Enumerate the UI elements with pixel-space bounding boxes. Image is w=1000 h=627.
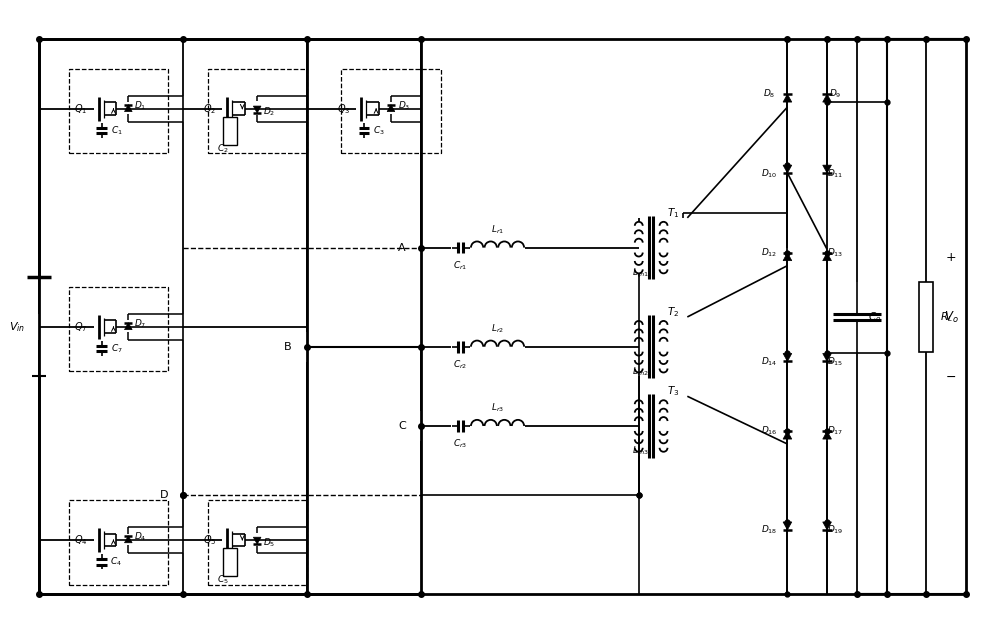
Text: +: + (946, 251, 956, 264)
Polygon shape (783, 94, 792, 102)
Bar (208, 500, 307, 584)
Text: $L_{r2}$: $L_{r2}$ (491, 323, 504, 335)
Polygon shape (387, 105, 395, 112)
Bar (69, 69, 168, 154)
Text: $D_1$: $D_1$ (134, 100, 146, 112)
Text: $Q_3$: $Q_3$ (337, 102, 350, 116)
Text: $D_5$: $D_5$ (263, 537, 275, 549)
Bar (223, 548, 237, 576)
Text: $D_{15}$: $D_{15}$ (827, 356, 843, 368)
Text: $C_{r3}$: $C_{r3}$ (453, 438, 468, 450)
Bar (341, 69, 441, 154)
Text: $D_{13}$: $D_{13}$ (827, 246, 843, 259)
Polygon shape (253, 106, 261, 113)
Text: $D_{11}$: $D_{11}$ (827, 167, 843, 179)
Text: $D_{10}$: $D_{10}$ (761, 167, 778, 179)
Polygon shape (823, 354, 831, 361)
Bar (208, 69, 307, 154)
Text: B: B (284, 342, 292, 352)
Text: $D_8$: $D_8$ (763, 88, 776, 100)
Text: $C_5$: $C_5$ (217, 573, 228, 586)
Text: $L_{m1}$: $L_{m1}$ (632, 266, 649, 278)
Text: $C_{r2}$: $C_{r2}$ (453, 358, 467, 371)
Polygon shape (823, 522, 831, 530)
Text: $Q_2$: $Q_2$ (203, 102, 216, 116)
Text: $L_{r3}$: $L_{r3}$ (491, 402, 504, 414)
Text: $D_9$: $D_9$ (829, 88, 841, 100)
Polygon shape (125, 105, 132, 112)
Polygon shape (823, 431, 831, 439)
Text: $T_3$: $T_3$ (667, 384, 680, 398)
Text: C: C (398, 421, 406, 431)
Text: D: D (159, 490, 168, 500)
Polygon shape (783, 354, 792, 361)
Text: $C_7$: $C_7$ (111, 342, 122, 355)
Text: $Q_1$: $Q_1$ (74, 102, 87, 116)
Polygon shape (823, 94, 831, 102)
Text: $T_1$: $T_1$ (667, 206, 680, 220)
Bar (919, 282, 933, 352)
Text: $D_3$: $D_3$ (398, 100, 410, 112)
Bar (69, 500, 168, 584)
Text: $C_{r1}$: $C_{r1}$ (453, 259, 468, 271)
Polygon shape (125, 536, 132, 543)
Text: $D_{19}$: $D_{19}$ (827, 524, 843, 536)
Polygon shape (823, 253, 831, 261)
Text: $R_L$: $R_L$ (940, 310, 952, 324)
Text: $C_2$: $C_2$ (217, 142, 228, 155)
Text: $L_{r1}$: $L_{r1}$ (491, 223, 504, 236)
Text: $D_{12}$: $D_{12}$ (761, 246, 778, 259)
Text: $D_{17}$: $D_{17}$ (827, 424, 843, 437)
Text: $-$: $-$ (945, 370, 957, 383)
Text: $Q_5$: $Q_5$ (203, 533, 216, 547)
Polygon shape (823, 165, 831, 173)
Text: $D_{18}$: $D_{18}$ (761, 524, 778, 536)
Text: $L_{m2}$: $L_{m2}$ (632, 366, 649, 377)
Text: $V_o$: $V_o$ (944, 309, 958, 325)
Text: $L_{m3}$: $L_{m3}$ (632, 445, 649, 457)
Text: $V_{in}$: $V_{in}$ (9, 320, 25, 334)
Text: $D_7$: $D_7$ (134, 318, 146, 330)
Polygon shape (783, 431, 792, 439)
Text: $D_2$: $D_2$ (263, 105, 275, 118)
Text: $D_4$: $D_4$ (134, 530, 147, 543)
Polygon shape (783, 165, 792, 173)
Text: $D_{14}$: $D_{14}$ (761, 356, 778, 368)
Text: $D_{16}$: $D_{16}$ (761, 424, 778, 437)
Text: $C_4$: $C_4$ (110, 556, 122, 568)
Text: $C_3$: $C_3$ (373, 124, 385, 137)
Text: $C_1$: $C_1$ (111, 124, 122, 137)
Bar (69, 287, 168, 371)
Text: $T_2$: $T_2$ (667, 305, 680, 319)
Text: A: A (398, 243, 406, 253)
Bar (223, 117, 237, 144)
Text: $Q_4$: $Q_4$ (74, 533, 88, 547)
Text: $C_o$: $C_o$ (868, 310, 881, 324)
Polygon shape (253, 537, 261, 544)
Polygon shape (783, 522, 792, 530)
Text: $Q_7$: $Q_7$ (74, 320, 87, 334)
Polygon shape (783, 253, 792, 261)
Polygon shape (125, 323, 132, 330)
